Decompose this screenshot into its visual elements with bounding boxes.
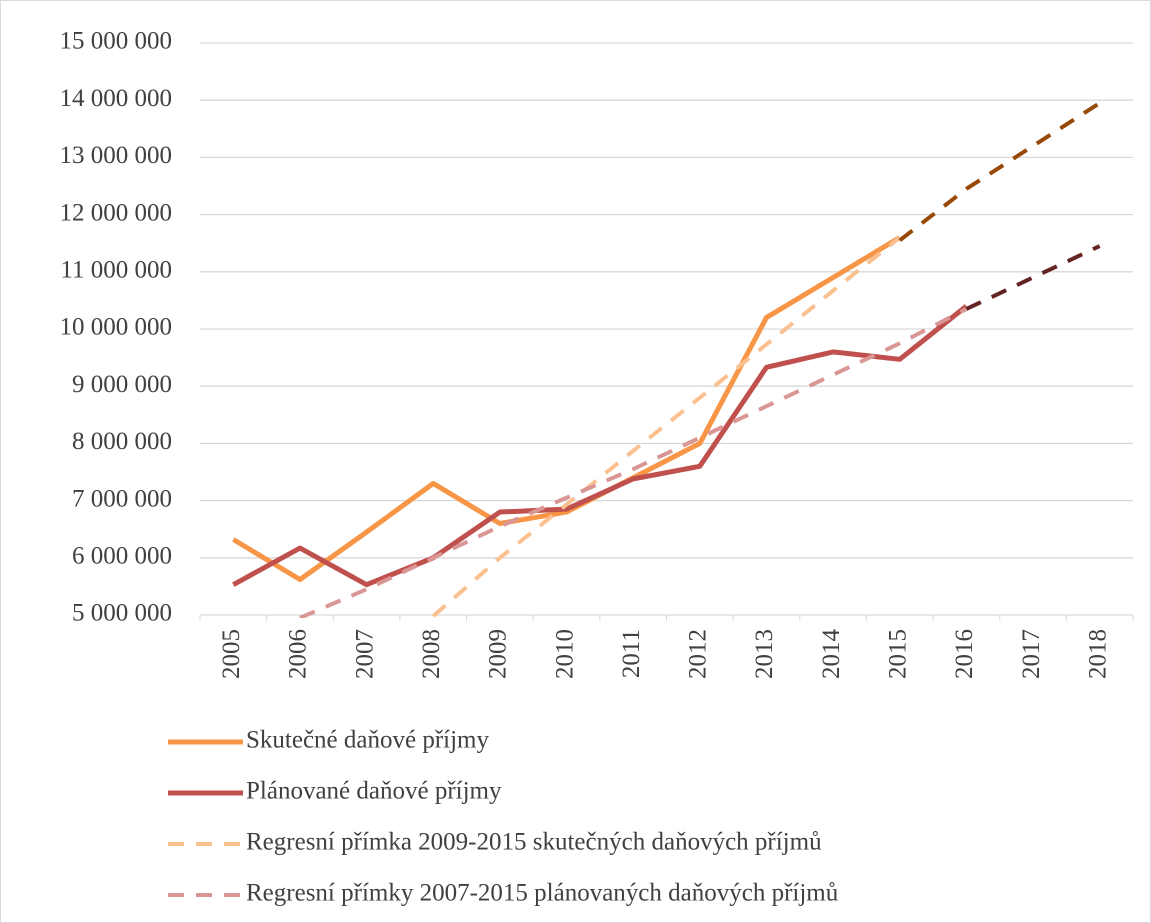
y-tick-label: 10 000 000	[60, 314, 173, 341]
y-tick-label: 5 000 000	[72, 600, 172, 627]
y-tick-label: 9 000 000	[72, 371, 172, 398]
x-tick-label: 2014	[818, 629, 845, 680]
x-tick-label: 2005	[218, 629, 245, 679]
x-tick-label: 2018	[1084, 629, 1111, 679]
legend-label: Plánované daňové příjmy	[246, 778, 502, 805]
x-tick-label: 2007	[351, 629, 378, 679]
y-tick-label: 7 000 000	[72, 485, 172, 512]
y-tick-label: 8 000 000	[72, 428, 172, 455]
y-tick-label: 13 000 000	[60, 142, 173, 169]
x-tick-label: 2017	[1018, 629, 1045, 679]
legend-label: Skutečné daňové příjmy	[246, 727, 489, 754]
x-tick-label: 2009	[485, 629, 512, 679]
y-tick-label: 6 000 000	[72, 543, 172, 570]
plot-area	[232, 101, 1101, 618]
series-line	[898, 101, 1101, 242]
series-line	[965, 244, 1101, 311]
x-tick-label: 2011	[618, 629, 645, 678]
series-line	[232, 304, 968, 588]
x-tick-label: 2012	[685, 629, 712, 679]
x-tick-label: 2013	[751, 629, 778, 679]
x-tick-label: 2015	[884, 629, 911, 679]
x-tick-label: 2006	[285, 629, 312, 679]
legend-label: Regresní přímky 2007-2015 plánovaných da…	[246, 880, 839, 907]
x-tick-label: 2010	[551, 629, 578, 679]
y-tick-label: 11 000 000	[60, 257, 172, 284]
x-tick-label: 2008	[418, 629, 445, 679]
x-tick-label: 2016	[951, 629, 978, 679]
y-tick-label: 15 000 000	[60, 28, 173, 55]
y-tick-label: 14 000 000	[60, 85, 173, 112]
legend-label: Regresní přímka 2009-2015 skutečných daň…	[246, 829, 822, 856]
series-line	[299, 307, 968, 618]
y-tick-label: 12 000 000	[60, 199, 173, 226]
series-line	[232, 235, 902, 583]
